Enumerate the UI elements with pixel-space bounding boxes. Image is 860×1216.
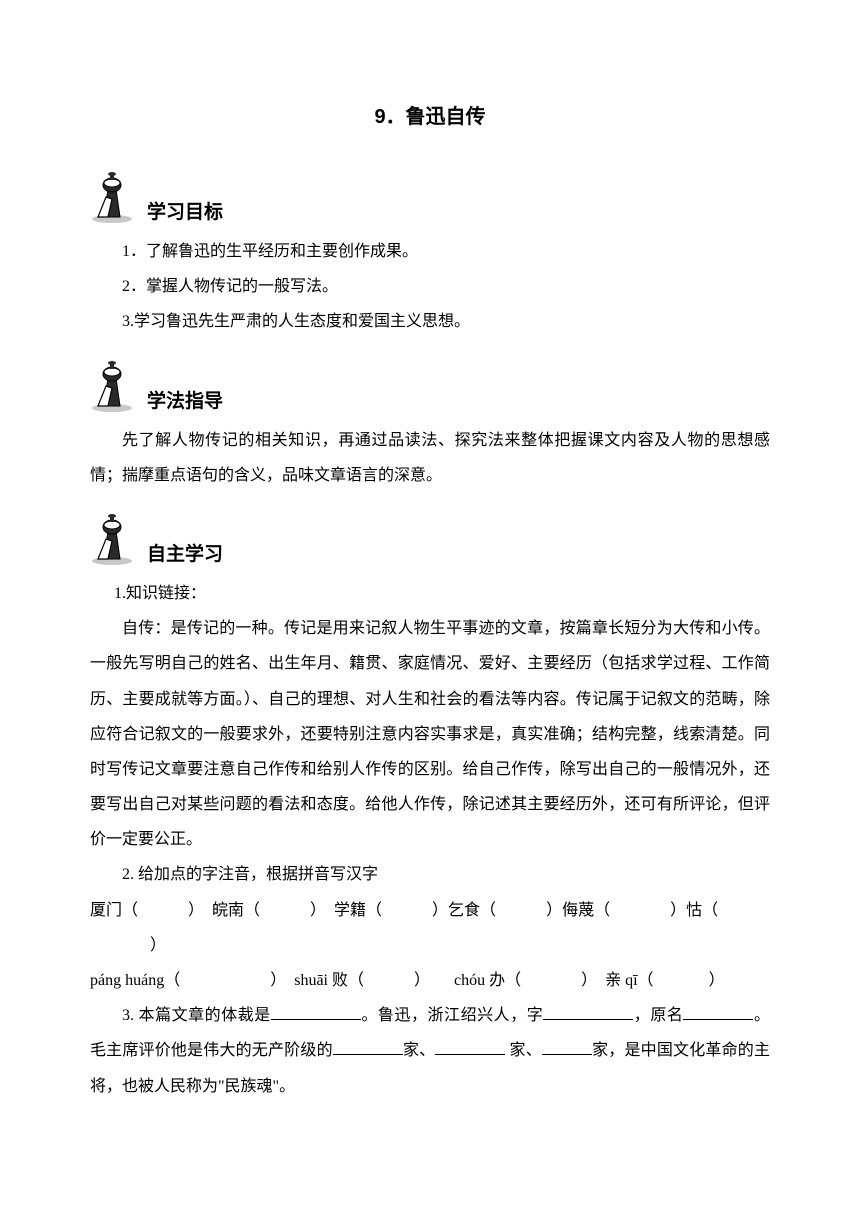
- section-header-goals: 学习目标: [90, 169, 770, 224]
- knowledge-link-label: 1.知识链接：: [90, 576, 770, 611]
- goal-item-3: 3.学习鲁迅先生严肃的人生态度和爱国主义思想。: [90, 304, 770, 339]
- blank-role2: [435, 1039, 505, 1055]
- section-label-method: 学法指导: [147, 386, 223, 413]
- section-label-goals: 学习目标: [147, 197, 223, 224]
- blank-role1: [333, 1039, 403, 1055]
- knowledge-link-para: 自传：是传记的一种。传记是用来记叙人物生平事迹的文章，按篇章长短分为大传和小传。…: [90, 611, 770, 857]
- method-paragraph: 先了解人物传记的相关知识，再通过品读法、探究法来整体把握课文内容及人物的思想感情…: [90, 423, 770, 493]
- word-xiamen: 厦门（: [90, 902, 138, 919]
- word-hu: ）怙（: [670, 902, 718, 919]
- goal-item-1: 1．了解鲁迅的生平经历和主要创作成果。: [90, 234, 770, 269]
- close-paren: ）: [150, 937, 166, 954]
- section-label-selfstudy: 自主学习: [147, 539, 223, 566]
- blank-genre: [271, 1004, 361, 1020]
- section-header-selfstudy: 自主学习: [90, 511, 770, 566]
- word-wumie: ）侮蔑（: [546, 902, 610, 919]
- section-header-method: 学法指导: [90, 358, 770, 413]
- word-chouban: ） chóu 办（: [414, 972, 521, 989]
- lantern-icon: [90, 169, 145, 224]
- blank-role3: [542, 1039, 592, 1055]
- lantern-icon: [90, 511, 145, 566]
- word-qinqi: ） 亲 qī（: [581, 972, 653, 989]
- q3-text-1: 3. 本篇文章的体裁是: [122, 1007, 271, 1024]
- blank-zi: [543, 1004, 633, 1020]
- q3-text-3: ，原名: [633, 1007, 683, 1024]
- lantern-icon: [90, 358, 145, 413]
- fill-blank-question-3: 3. 本篇文章的体裁是。鲁迅，浙江绍兴人，字，原名。毛主席评价他是伟大的无产阶级…: [90, 998, 770, 1104]
- word-panghuang: páng huáng（: [90, 972, 180, 989]
- word-xueji: ） 学籍（: [310, 902, 382, 919]
- pinyin-row-2: páng huáng（ ） shuāi 败（ ） chóu 办（ ） 亲 qī（ ）: [90, 963, 770, 998]
- word-wannan: ） 皖南（: [188, 902, 260, 919]
- document-title: 9．鲁迅自传: [90, 100, 770, 129]
- word-qishi: ）乞食（: [432, 902, 496, 919]
- close-paren: ）: [709, 972, 725, 989]
- blank-name: [683, 1004, 753, 1020]
- q3-text-6: 家、: [505, 1042, 542, 1059]
- word-shuaibai: ） shuāi 败（: [270, 972, 364, 989]
- goal-item-2: 2．掌握人物传记的一般写法。: [90, 269, 770, 304]
- q3-text-5: 家、: [403, 1042, 436, 1059]
- pinyin-exercise-label: 2. 给加点的字注音，根据拼音写汉字: [90, 857, 770, 892]
- q3-text-2: 。鲁迅，浙江绍兴人，字: [361, 1007, 543, 1024]
- pinyin-row-1: 厦门（ ） 皖南（ ） 学籍（ ）乞食（ ）侮蔑（ ）怙（ ）: [90, 893, 770, 963]
